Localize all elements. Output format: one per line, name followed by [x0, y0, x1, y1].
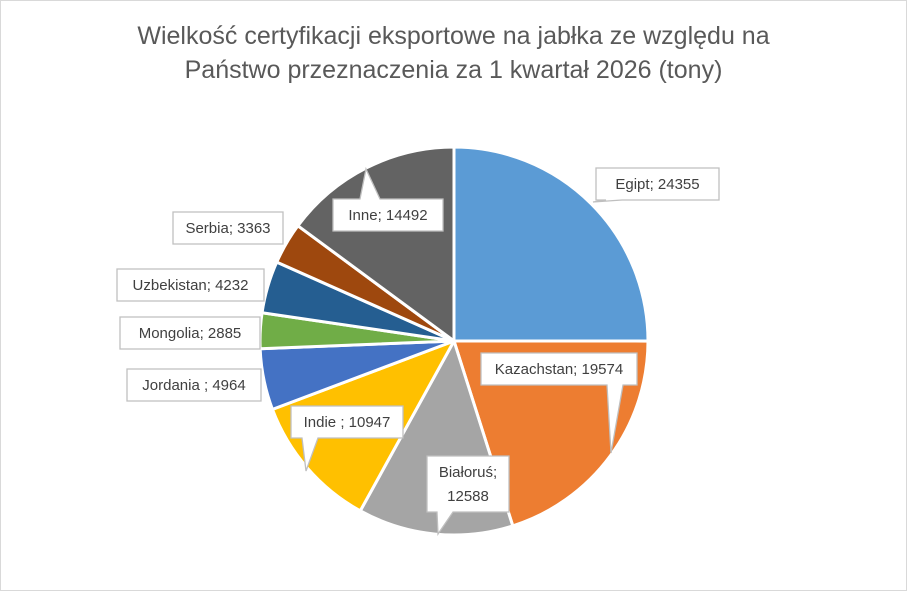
data-label: Inne; 14492 — [332, 166, 444, 232]
data-label-callout — [592, 167, 720, 203]
pie-slice-egipt — [452, 145, 650, 343]
data-label-text: 12588 — [447, 488, 489, 505]
pie-slice-inne — [296, 145, 456, 343]
data-label-text: Kazachstan; 19574 — [495, 361, 623, 378]
data-label: Egipt; 24355 — [592, 167, 720, 203]
data-label-text: Serbia; 3363 — [185, 220, 270, 237]
data-label: Mongolia; 2885 — [119, 316, 261, 350]
data-label-callout — [172, 211, 284, 245]
data-labels-layer: Egipt; 24355 Kazachstan; 19574 Białoruś; 12… — [116, 166, 720, 536]
data-label-text: Inne; 14492 — [348, 207, 427, 224]
chart-title: Wielkość certyfikacji eksportowe na jabł… — [137, 22, 770, 84]
data-label: Jordania ; 4964 — [126, 368, 262, 402]
data-label-callout — [116, 268, 265, 302]
data-label-text: Jordania ; 4964 — [142, 377, 245, 394]
data-label-text: Uzbekistan; 4232 — [133, 277, 249, 294]
data-label-callout — [332, 166, 444, 232]
data-label-callout — [119, 316, 261, 350]
data-label-callout — [480, 352, 638, 454]
data-label: Serbia; 3363 — [172, 211, 284, 245]
data-label-text: Białoruś; — [439, 464, 497, 481]
data-label-text: Mongolia; 2885 — [139, 325, 242, 342]
data-label: Białoruś; 12588 — [426, 455, 510, 536]
data-label-text: Egipt; 24355 — [615, 176, 699, 193]
data-label: Kazachstan; 19574 — [480, 352, 638, 454]
data-label: Uzbekistan; 4232 — [116, 268, 265, 302]
data-label-callout — [426, 455, 510, 536]
data-label-callout — [290, 405, 404, 472]
data-label: Indie ; 10947 — [290, 405, 404, 472]
data-label-callout — [126, 368, 262, 402]
data-label-text: Indie ; 10947 — [304, 414, 391, 431]
